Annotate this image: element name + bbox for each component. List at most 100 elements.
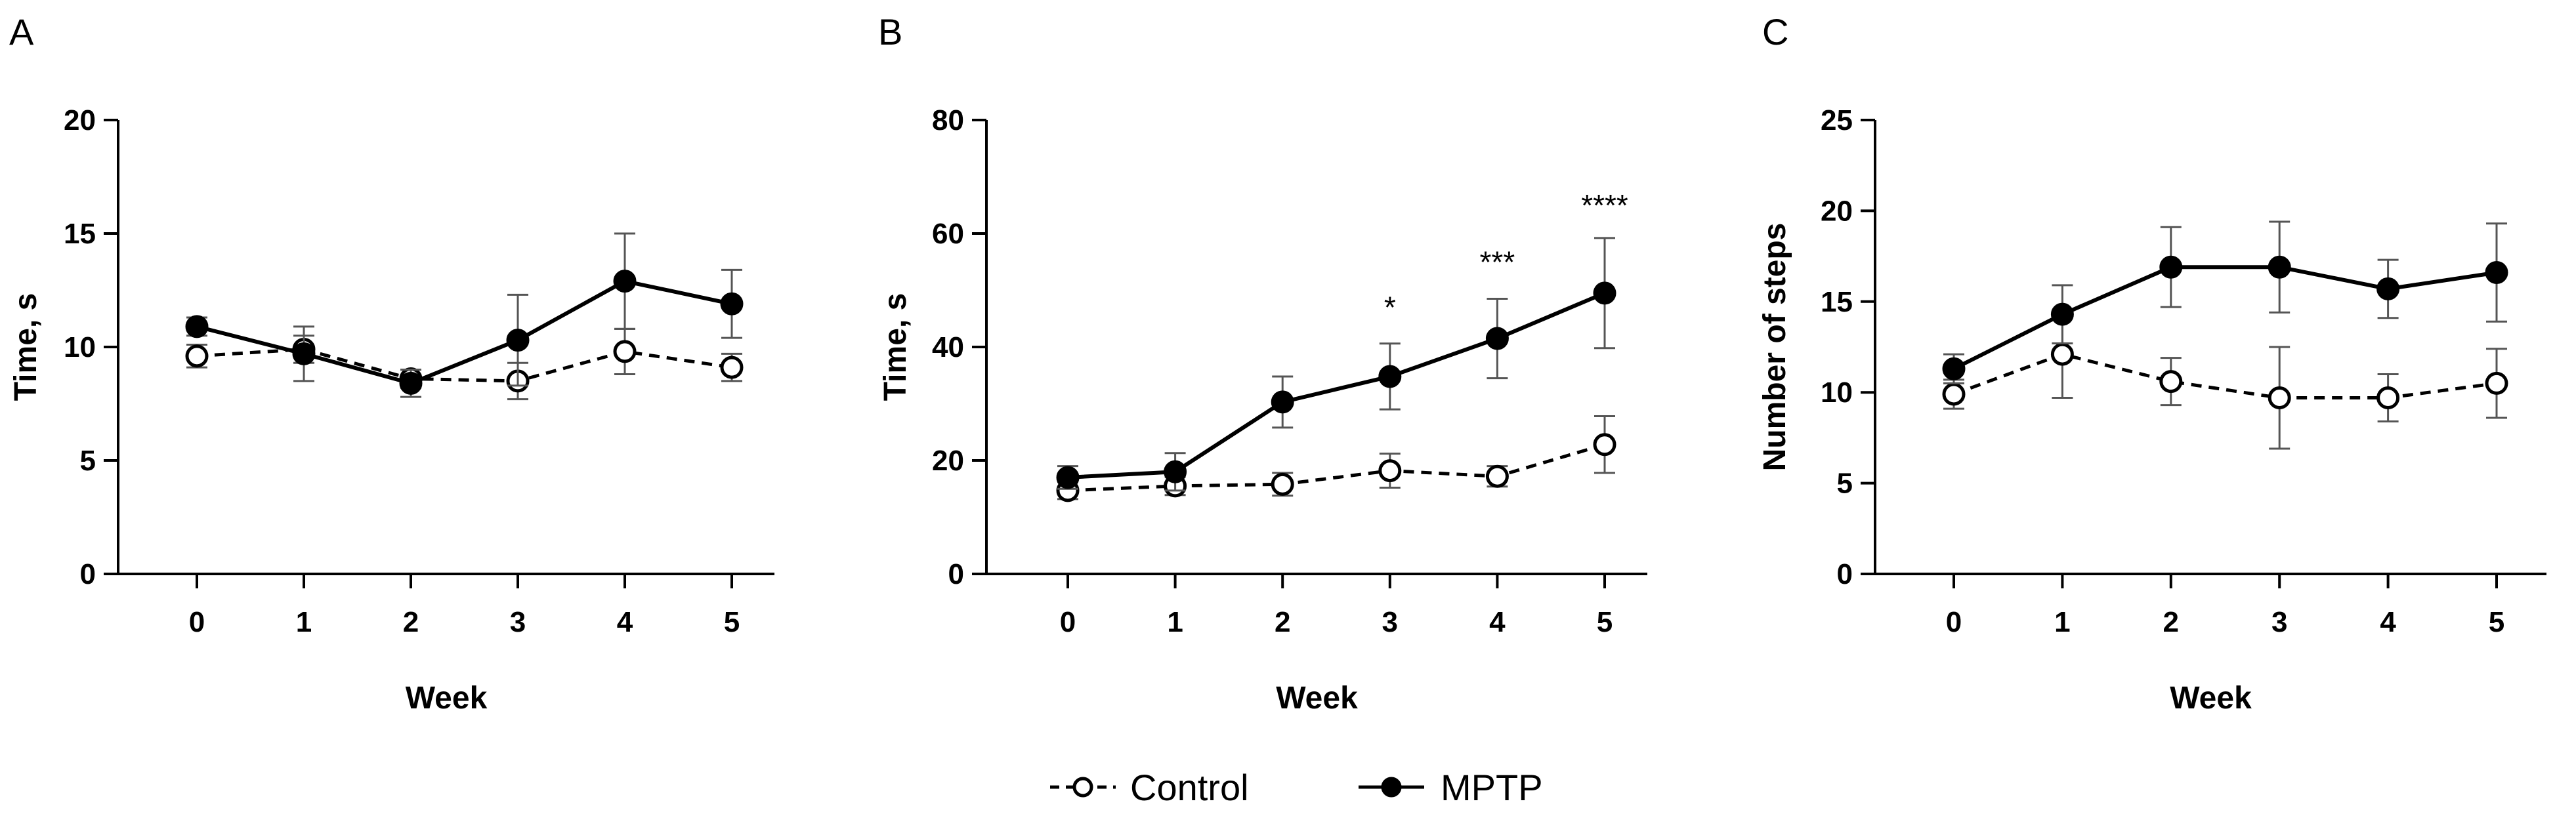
data-point-control [2268,386,2291,410]
data-point-mptp [1271,390,1294,414]
series-line-control [1067,443,1605,493]
data-point-mptp [506,329,530,352]
x-axis-title: Week [1276,681,1358,716]
data-point-control [185,344,209,368]
legend-mptp-symbol [1359,777,1424,798]
data-point-control [2376,386,2400,410]
panel-letter-c: C [1762,11,1788,52]
data-point-mptp [2376,277,2400,300]
panel-letter-b: B [878,11,902,52]
chart-panel-c: 0 5 10 15 20 25 0 1 2 3 4 5 Week Number of steps [1758,104,2546,716]
x-tick-label: 1 [296,606,312,638]
x-tick-label: 5 [724,606,740,638]
x-tick-label: 3 [510,606,526,638]
y-axis-title: Time, s [9,293,43,401]
series-line-mptp [196,279,732,386]
series-mptp [185,232,744,398]
y-tick-label: 10 [64,331,96,363]
x-tick-label: 2 [2163,606,2179,638]
series-line-control [1953,352,2497,400]
y-tick-label: 25 [1821,104,1853,136]
y-tick-label: 40 [932,331,964,363]
data-point-control [1378,459,1402,483]
y-tick-label: 60 [932,218,964,250]
x-tick-label: 2 [403,606,419,638]
data-point-mptp [720,292,744,315]
legend-control-marker [1072,777,1093,798]
data-point-mptp [2485,261,2508,285]
series-line-mptp [1953,265,2497,371]
data-point-control [2485,371,2508,395]
data-point-mptp [613,270,637,293]
panel-letter-a: A [9,11,34,52]
y-tick-label: 15 [1821,286,1853,318]
x-tick-label: 4 [617,606,633,638]
data-point-mptp [1593,281,1616,305]
y-tick-label: 0 [80,558,96,590]
x-tick-label: 0 [1946,606,1962,638]
data-point-mptp [1378,365,1402,388]
y-tick-label: 0 [948,558,964,590]
x-tick-label: 0 [1060,606,1076,638]
x-tick-label: 2 [1275,606,1290,638]
x-tick-label: 3 [1382,606,1398,638]
y-tick-label: 20 [1821,195,1853,227]
x-tick-label: 4 [1489,606,1506,638]
x-tick-label: 0 [189,606,205,638]
series-control [1942,310,2508,450]
series-mptp [1056,237,1616,492]
data-point-mptp [185,315,209,338]
data-point-control [2159,370,2183,394]
data-point-control [1271,472,1294,496]
data-point-mptp [399,371,423,395]
y-tick-label: 10 [1821,376,1853,409]
y-tick-label: 20 [64,104,96,136]
data-point-mptp [2268,255,2291,279]
data-point-control [613,340,637,363]
legend-mptp-label: MPTP [1441,767,1543,808]
legend-control-label: Control [1130,767,1249,808]
y-tick-label: 80 [932,104,964,136]
data-point-control [2050,342,2074,366]
y-tick-label: 0 [1837,558,1853,590]
x-tick-label: 5 [1597,606,1613,638]
y-tick-label: 5 [1837,468,1853,500]
y-tick-label: 20 [932,445,964,477]
x-tick-label: 3 [2271,606,2287,638]
y-axis-title: Time, s [878,293,913,401]
y-axis-title: Number of steps [1758,223,1792,472]
x-tick-label: 1 [1167,606,1183,638]
data-point-control [720,356,744,379]
y-tick-label: 15 [64,218,96,250]
data-point-mptp [1942,357,1966,380]
significance-label: *** [1480,245,1515,279]
data-point-mptp [2050,302,2074,326]
series-control [185,327,744,401]
legend-control-symbol [1050,777,1116,798]
x-axis-title: Week [2170,681,2252,716]
x-tick-label: 4 [2380,606,2396,638]
data-point-mptp [1056,466,1080,489]
chart-panel-a: 0 5 10 15 20 0 1 2 3 4 5 Week Time, s [9,104,774,716]
series-line-mptp [1067,291,1606,479]
data-point-mptp [1485,327,1509,350]
data-point-control [1942,382,1966,406]
data-point-mptp [2159,255,2183,279]
y-tick-label: 5 [80,445,96,477]
legend: Control MPTP [1050,767,1543,808]
data-point-mptp [292,342,316,365]
significance-label: **** [1581,188,1628,222]
data-point-mptp [1164,460,1187,483]
series-line-control [196,347,732,383]
x-tick-label: 1 [2054,606,2070,638]
x-tick-label: 5 [2489,606,2504,638]
data-point-control [1485,464,1509,488]
significance-label: * [1384,290,1396,324]
legend-mptp-marker [1381,777,1402,798]
data-point-control [1593,433,1616,457]
x-axis-title: Week [406,681,488,716]
series-mptp [1942,220,2508,384]
series-control [1056,415,1616,502]
